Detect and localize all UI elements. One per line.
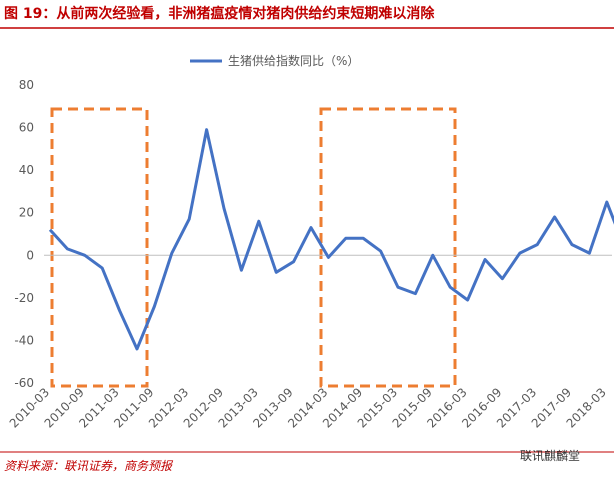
y-tick-label: 60 — [19, 121, 34, 135]
y-tick-label: 40 — [19, 163, 34, 177]
highlight-box — [50, 107, 149, 388]
chart-title: 图 19：从前两次经验看，非洲猪瘟疫情对猪肉供给约束短期难以消除 — [4, 5, 435, 22]
source: 资料来源：联讯证券，商务预报 — [4, 459, 174, 473]
y-tick-label: 80 — [19, 78, 34, 92]
highlight-box — [319, 107, 457, 388]
y-tick-label: 20 — [19, 206, 34, 220]
legend-label: 生猪供给指数同比（%） — [228, 53, 359, 68]
y-tick-label: -60 — [14, 376, 34, 390]
y-tick-label: 0 — [26, 248, 34, 262]
y-tick-label: -20 — [14, 291, 34, 305]
watermark: 联讯麒麟堂 — [520, 448, 580, 463]
y-tick-label: -40 — [14, 333, 34, 347]
series-line — [48, 128, 614, 351]
